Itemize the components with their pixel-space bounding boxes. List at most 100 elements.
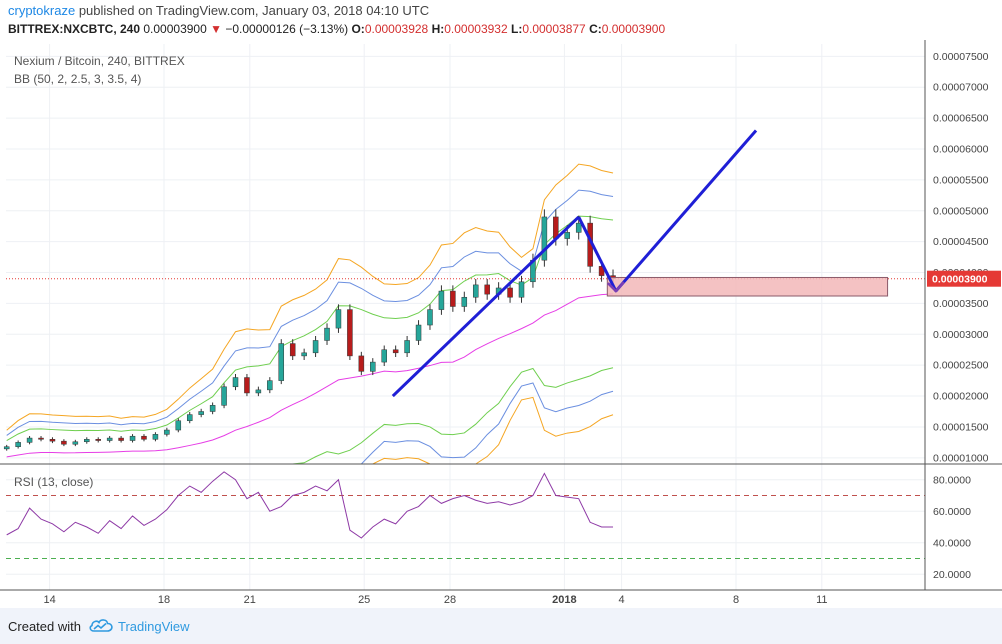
price-chart-svg[interactable]: 0.00007500 0.00007000 0.00006500 0.00006000… — [0, 40, 1002, 608]
candle-body — [358, 355, 365, 372]
symbol-label: BITTREX:NXCBTC, 240 — [8, 22, 141, 36]
candle-body — [38, 437, 44, 440]
candle-body — [381, 349, 387, 363]
candle-body — [186, 414, 193, 422]
created-with-text: Created with — [8, 619, 81, 634]
tradingview-cloud-icon[interactable] — [88, 616, 114, 634]
candle-body — [301, 352, 307, 357]
time-tick-label: 2018 — [552, 594, 576, 606]
price-tick-label: 0.00003000 — [933, 329, 989, 341]
main-chart-title: Nexium / Bitcoin, 240, BITTREX — [14, 54, 185, 68]
author-link[interactable]: cryptokraze — [8, 3, 76, 18]
time-tick-label: 4 — [619, 594, 625, 606]
price-tick-label: 0.00002500 — [933, 360, 989, 372]
candle-body — [129, 435, 136, 441]
tradingview-brand-link[interactable]: TradingView — [118, 619, 190, 634]
low-label: L: — [510, 22, 523, 36]
candle-body — [152, 434, 159, 440]
price-tick-label: 0.00007000 — [933, 82, 989, 94]
candle-body — [575, 222, 582, 233]
candle-body — [244, 377, 250, 394]
bb-basis-line — [6, 293, 614, 458]
candle-body — [72, 441, 79, 445]
candle-body — [598, 266, 605, 276]
grid-layer — [0, 40, 1002, 608]
candle-body — [95, 439, 101, 441]
down-arrow-icon: ▼ — [210, 22, 223, 36]
target-zone-box — [606, 276, 889, 297]
price-tick-label: 0.00003500 — [933, 298, 989, 310]
candle-body — [541, 216, 548, 261]
candle-body — [255, 389, 262, 394]
bb-band-4-upper — [6, 163, 614, 431]
price-tick-label: 0.00002000 — [933, 391, 989, 403]
candle-body — [26, 437, 33, 443]
time-tick-label: 11 — [816, 594, 827, 606]
indicator-legend: BB (50, 2, 2.5, 3, 3.5, 4) — [14, 72, 142, 86]
price-tick-label: 0.00007500 — [933, 51, 989, 63]
candle-body — [15, 442, 21, 447]
candle-body — [324, 327, 330, 341]
candle-body — [209, 405, 216, 412]
candle-body — [221, 386, 227, 406]
candle-body — [472, 284, 479, 298]
close-value: 0.00003900 — [601, 22, 666, 36]
candle-body — [3, 446, 10, 450]
time-tick-label: 14 — [43, 594, 55, 606]
pattern-drop-line — [577, 216, 618, 292]
candle-body — [370, 361, 376, 372]
rsi-line — [6, 471, 614, 539]
candle-body — [404, 340, 410, 354]
candle-body — [415, 324, 422, 341]
price-tick-label: 0.00004500 — [933, 236, 989, 248]
time-tick-label: 8 — [733, 594, 739, 606]
pattern-bottom-marker — [606, 281, 625, 293]
pattern-upleg-line — [391, 215, 580, 398]
candle-body — [438, 290, 445, 310]
candle-body — [232, 377, 239, 388]
axis-layer: 0.00007500 0.00007000 0.00006500 0.00006000… — [0, 40, 1002, 606]
low-value: 0.00003877 — [522, 22, 586, 36]
chart-area[interactable]: 0.00007500 0.00007000 0.00006500 0.00006000… — [0, 40, 1002, 608]
time-tick-label: 28 — [444, 594, 456, 606]
rsi-tick-label: 80.0000 — [933, 474, 971, 486]
last-price: 0.00003900 — [143, 22, 207, 36]
current-price-badge — [927, 270, 1001, 287]
current-price-badge-label: 0.00003900 — [932, 274, 988, 286]
candle-body — [49, 439, 56, 442]
price-tick-label: 0.00005000 — [933, 205, 989, 217]
publish-line: cryptokraze published on TradingView.com… — [8, 3, 429, 18]
published-text: published on TradingView.com, January 03… — [78, 3, 430, 18]
price-tick-label: 0.00005500 — [933, 174, 989, 186]
candle-body — [141, 435, 147, 440]
candle-body — [198, 411, 204, 415]
rsi-tick-label: 60.0000 — [933, 506, 971, 518]
rsi-legend: RSI (13, close) — [14, 475, 94, 489]
candle-body — [427, 309, 433, 326]
chart-background — [0, 40, 1002, 608]
candle-body — [118, 437, 124, 441]
price-change: −0.00000126 (−3.13%) — [225, 22, 349, 36]
pattern-projection-line — [614, 129, 758, 293]
price-tick-label: 0.00006500 — [933, 113, 989, 125]
candle-body — [507, 287, 513, 298]
candle-body — [267, 380, 273, 391]
candle-body — [518, 281, 525, 298]
pattern-layer — [6, 129, 925, 398]
time-tick-label: 18 — [158, 594, 170, 606]
chart-header: cryptokraze published on TradingView.com… — [0, 0, 1002, 40]
time-tick-label: 21 — [244, 594, 256, 606]
candle-body — [84, 439, 90, 443]
bb-band-3-upper — [6, 189, 614, 436]
price-tick-label: 0.00001000 — [933, 452, 989, 464]
candle-body — [564, 232, 571, 239]
candle-body — [450, 290, 456, 307]
time-tick-label: 25 — [358, 594, 370, 606]
high-label: H: — [431, 22, 445, 36]
rsi-tick-label: 20.0000 — [933, 569, 971, 581]
footer-bar: Created with TradingView — [0, 608, 1002, 644]
candle-body — [175, 420, 182, 431]
candle-body — [164, 429, 170, 435]
candle-body — [289, 343, 296, 357]
candle-body — [392, 349, 399, 354]
